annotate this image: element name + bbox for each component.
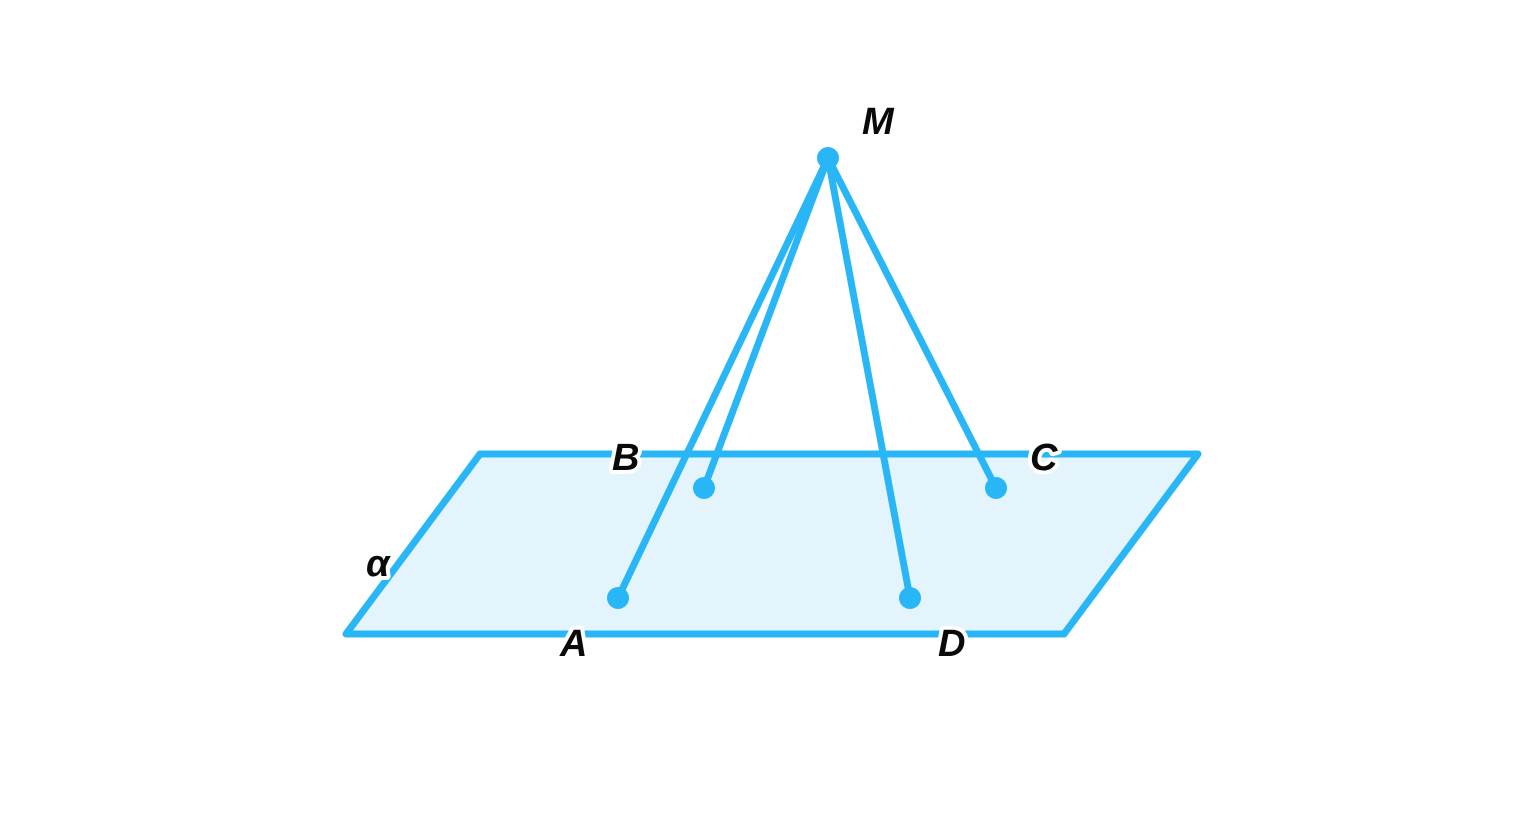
label-A: A [559, 623, 587, 665]
label-plane-alpha: α [366, 543, 391, 585]
label-B: B [612, 437, 639, 479]
geometry-diagram: M A B C Dα [0, 0, 1536, 819]
point-B [693, 477, 715, 499]
label-D: D [938, 623, 965, 665]
edge-MB [704, 158, 828, 488]
plane-fill [346, 454, 1198, 634]
point-A [607, 587, 629, 609]
label-C: C [1030, 437, 1058, 479]
point-C [985, 477, 1007, 499]
point-D [899, 587, 921, 609]
edge-MC [828, 158, 996, 488]
label-M: M [862, 101, 895, 143]
point-M [817, 147, 839, 169]
